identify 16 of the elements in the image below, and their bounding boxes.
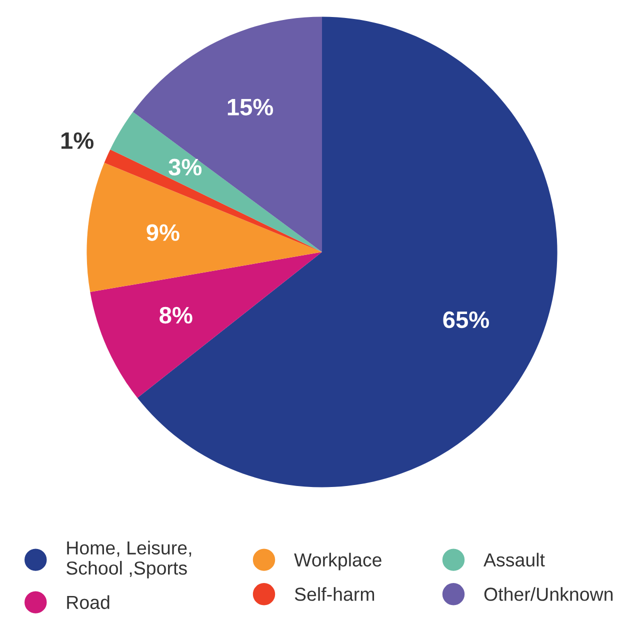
legend-label: Assault (484, 552, 545, 567)
data-label: 65% (443, 311, 490, 328)
pie-slice (137, 16, 558, 488)
legend-label: Workplace (294, 552, 382, 570)
legend-label: Other/Unknown (484, 587, 613, 601)
pie-slice (132, 16, 322, 252)
data-label: 9% (146, 224, 180, 241)
legend-label: Home, Leisure, School ,Sports (66, 540, 192, 578)
legend-label: Road (67, 595, 110, 610)
data-label: 15% (228, 98, 274, 116)
pie-slice (90, 252, 322, 398)
legend-label: Self-harm (294, 587, 374, 601)
data-label: 1% (61, 132, 94, 149)
pie-slice (104, 149, 322, 252)
data-label: 3% (168, 158, 202, 176)
data-label: 8% (160, 306, 192, 324)
